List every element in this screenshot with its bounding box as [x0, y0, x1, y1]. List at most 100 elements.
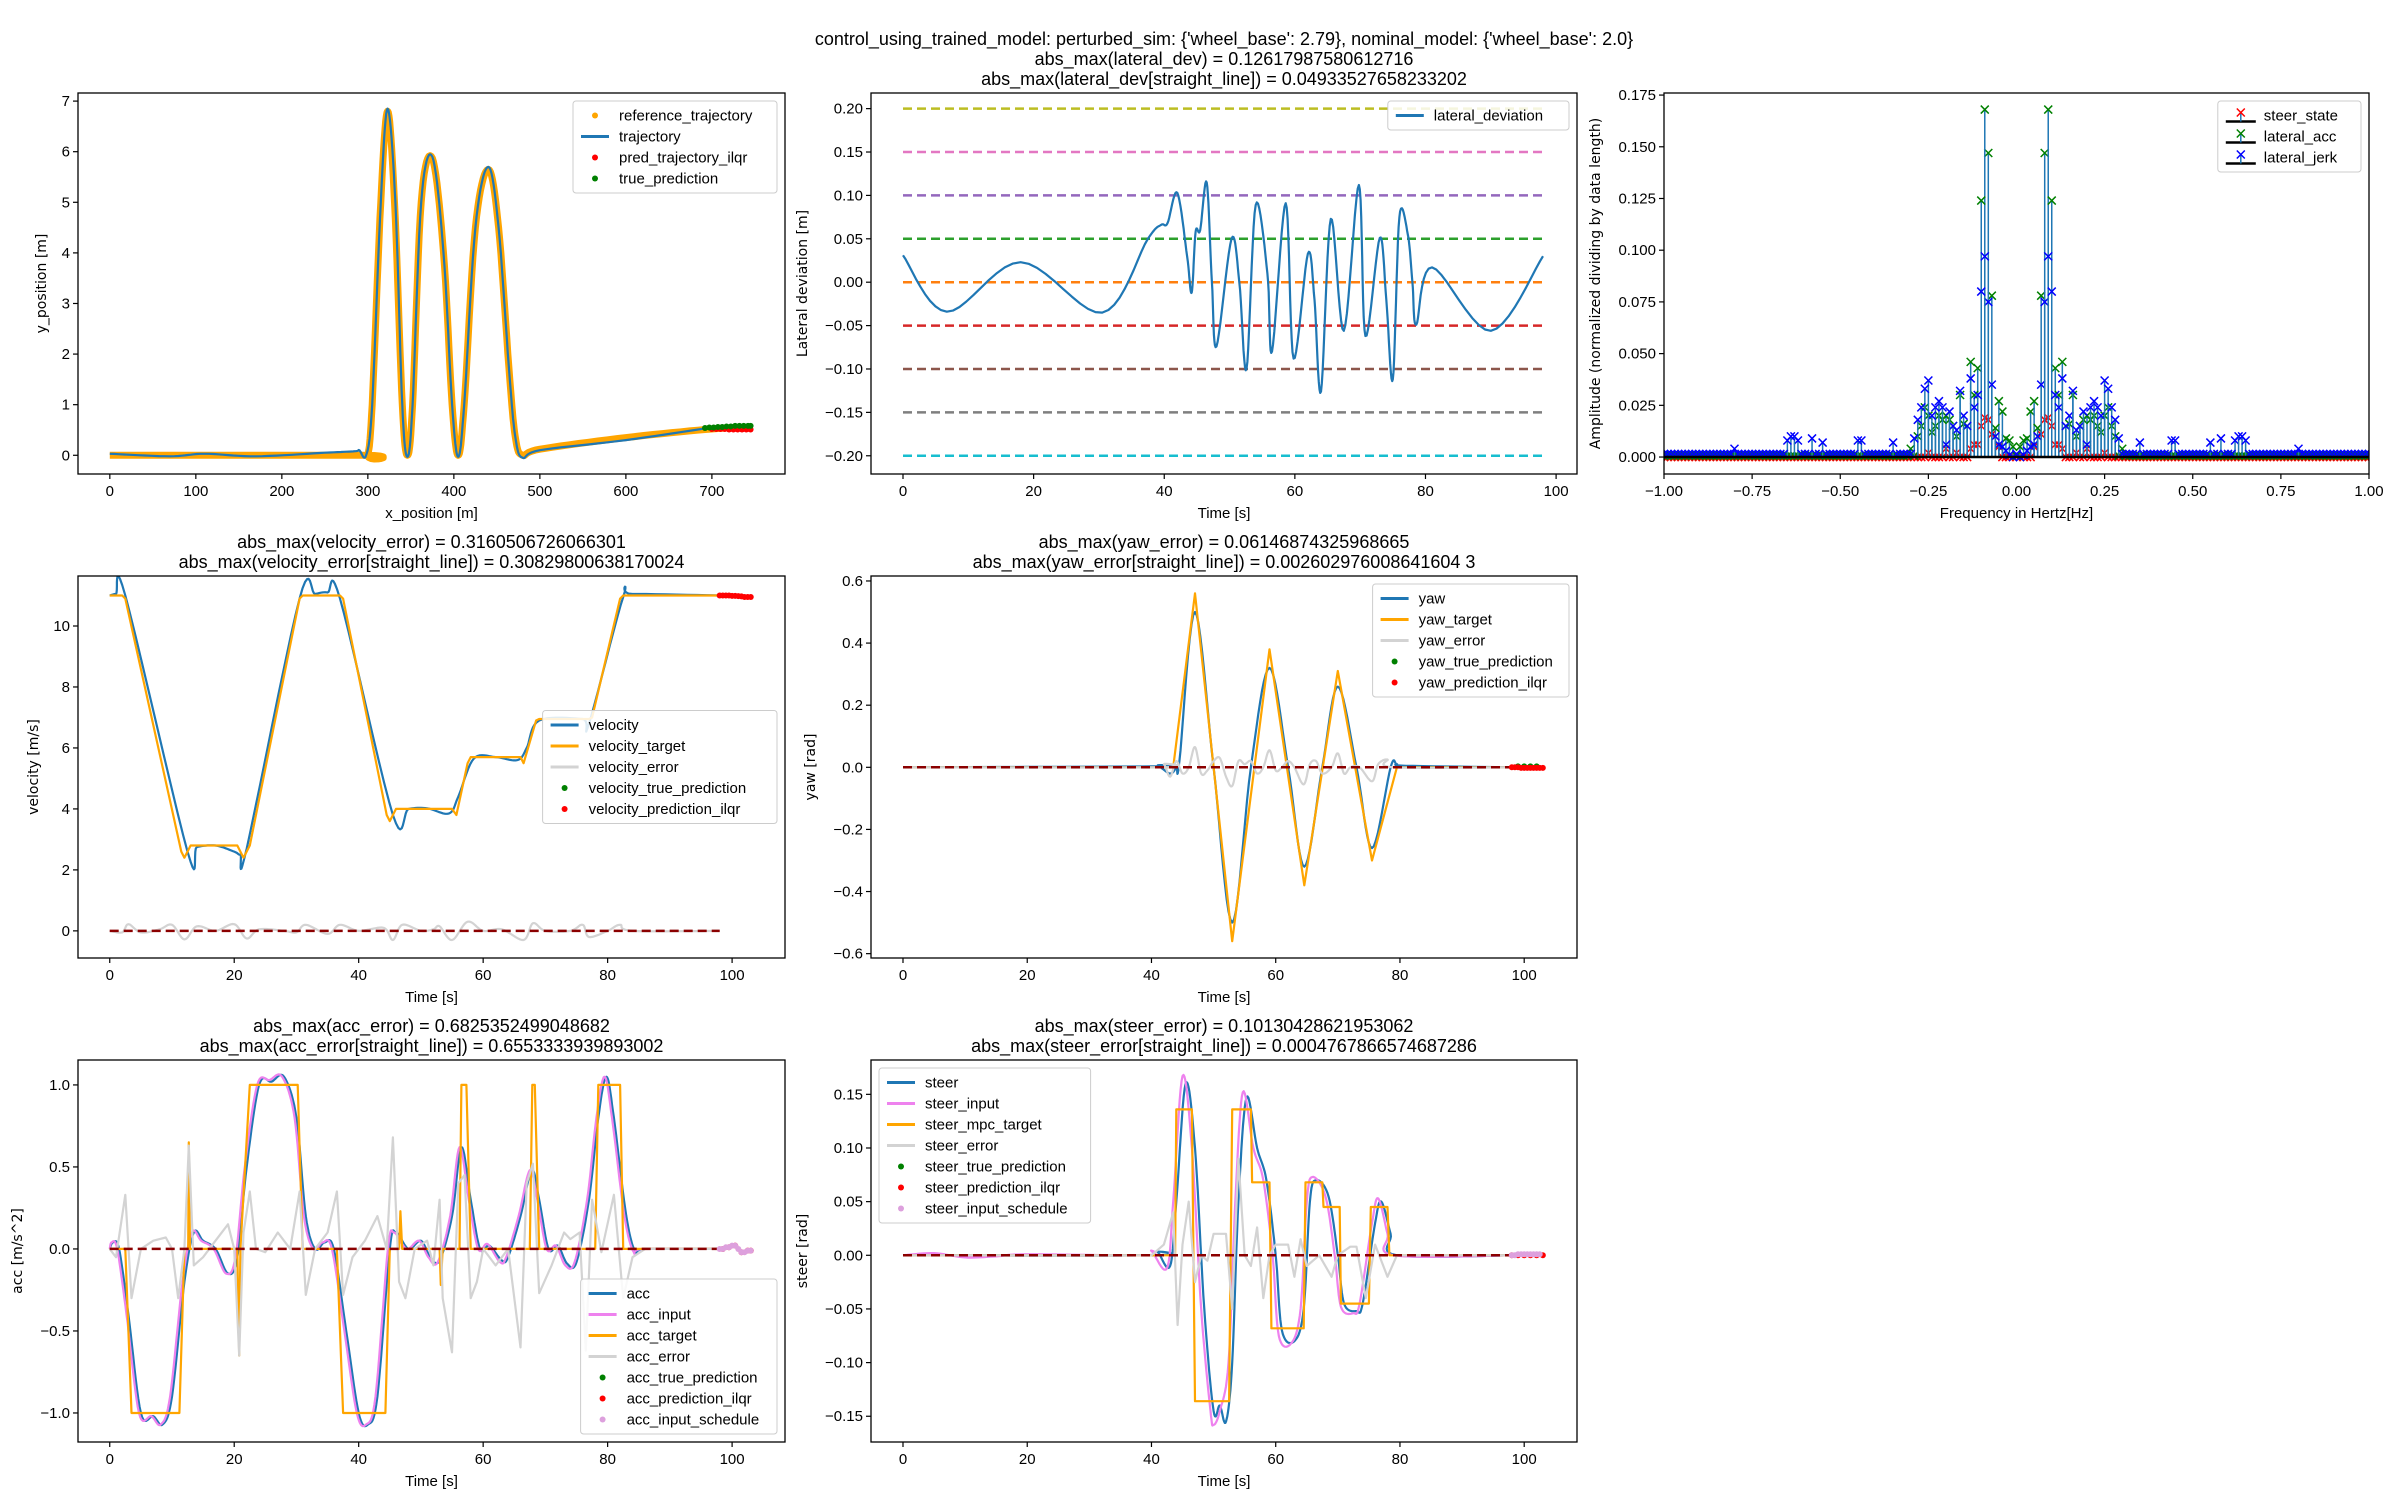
marker-lateral-jerk — [1941, 440, 1951, 450]
marker-lateral-jerk — [1729, 444, 1740, 454]
y-tick-label: 2 — [62, 346, 70, 363]
y-tick-label: 3 — [62, 295, 70, 312]
series-lateral-deviation — [902, 180, 1544, 394]
legend-box — [572, 100, 778, 194]
x-tick-label: 60 — [1267, 1451, 1284, 1468]
marker-lateral-acc — [2040, 148, 2050, 158]
subplot-title: abs_max(yaw_error[straight_line]) = 0.00… — [973, 552, 1476, 573]
legend-label: steer_input_schedule — [925, 1201, 1068, 1218]
series-trajectory — [109, 107, 713, 460]
legend-label: acc_target — [627, 1328, 698, 1345]
point-yaw-prediction-ilqr — [1539, 764, 1546, 771]
x-axis-label: Time [s] — [1198, 1473, 1251, 1490]
marker-lateral-acc — [1997, 407, 2007, 417]
legend-marker-steer-input-schedule — [898, 1205, 904, 1212]
legend-label: trajectory — [619, 129, 681, 146]
x-tick-label: 0 — [106, 1451, 114, 1468]
marker-lateral-jerk — [2093, 402, 2103, 412]
x-tick-label: 0 — [899, 483, 907, 500]
y-tick-label: 0.125 — [1618, 190, 1656, 207]
marker-lateral-jerk — [1888, 438, 1898, 448]
y-tick-label: 0.15 — [834, 144, 863, 161]
marker-lateral-jerk — [2205, 438, 2215, 448]
point-true-prediction — [740, 422, 747, 429]
subplot-title: abs_max(velocity_error[straight_line]) =… — [179, 552, 685, 573]
legend-label: velocity_target — [589, 738, 687, 755]
legend-label: steer_mpc_target — [925, 1117, 1043, 1134]
x-tick-label: 0.50 — [2178, 483, 2207, 500]
x-tick-label: 20 — [1025, 483, 1042, 500]
y-axis-label: y_position [m] — [34, 234, 50, 334]
point-true-prediction — [736, 422, 743, 429]
x-axis-label: Time [s] — [405, 989, 458, 1006]
x-tick-label: 20 — [226, 1451, 243, 1468]
legend-label: steer_state — [2264, 108, 2338, 125]
y-axis-label: Lateral deviation [m] — [795, 210, 811, 357]
y-tick-label: 4 — [62, 801, 70, 818]
x-tick-label: 700 — [699, 483, 724, 500]
x-tick-label: 100 — [1544, 483, 1569, 500]
marker-lateral-jerk — [2096, 411, 2106, 421]
legend-box — [542, 710, 778, 824]
y-tick-label: 0.05 — [834, 1194, 863, 1211]
x-tick-label: 0.25 — [2090, 483, 2119, 500]
legend-label: steer_prediction_ilqr — [925, 1180, 1060, 1197]
series-steer — [903, 1081, 1512, 1425]
x-tick-label: 500 — [527, 483, 552, 500]
legend-marker-acc-true-prediction — [599, 1374, 606, 1381]
y-tick-label: 0.6 — [842, 573, 863, 590]
point-true-prediction — [732, 422, 739, 429]
x-tick-label: 60 — [475, 1451, 492, 1468]
marker-lateral-jerk — [2068, 386, 2078, 396]
marker-lateral-jerk — [2167, 435, 2177, 446]
marker-lateral-acc — [1980, 105, 1990, 115]
marker-lateral-jerk — [1853, 435, 1863, 446]
marker-lateral-jerk — [2040, 297, 2050, 307]
x-axis-label: Time [s] — [1198, 989, 1251, 1006]
marker-lateral-jerk — [2107, 402, 2117, 412]
legend: steer_state lateral_acc lateral_jerk — [2217, 100, 2362, 173]
subplot-title: abs_max(velocity_error) = 0.316050672606… — [237, 532, 626, 553]
marker-lateral-jerk — [1962, 421, 1972, 431]
marker-lateral-jerk — [1913, 415, 1923, 425]
point-true-prediction — [714, 423, 721, 430]
legend-marker-lateral-acc — [2236, 128, 2246, 139]
marker-lateral-jerk — [1983, 297, 1993, 307]
y-axis-label: steer [rad] — [795, 1214, 811, 1288]
legend-label: reference_trajectory — [619, 108, 753, 125]
legend-label: velocity_true_prediction — [589, 780, 747, 797]
axes-frame — [77, 575, 786, 959]
x-tick-label: 80 — [599, 1451, 616, 1468]
subplot-2: −1.00 −0.75 −0.50 −0.25 0.00 0.25 0.50 0.75 1.00… — [1588, 87, 2384, 522]
marker-lateral-jerk — [1980, 251, 1990, 261]
x-tick-label: 20 — [1019, 1451, 1036, 1468]
legend-label: yaw_true_prediction — [1419, 654, 1553, 671]
y-tick-label: 0.025 — [1618, 397, 1656, 414]
x-tick-label: 100 — [720, 1451, 745, 1468]
point-acc-input-schedule — [747, 1247, 754, 1254]
marker-lateral-acc — [1966, 357, 1976, 367]
x-tick-label: 40 — [350, 1451, 367, 1468]
x-tick-label: 0 — [106, 967, 114, 984]
legend-label: yaw_target — [1419, 612, 1493, 629]
x-tick-label: 60 — [1267, 967, 1284, 984]
subplot-5: 0 20 40 60 80 100 −1.0 −0.5 0.0 0.5 1.0 Time [s] acc… — [10, 1016, 786, 1490]
legend-label: true_prediction — [619, 171, 718, 188]
x-tick-label: 80 — [1392, 1451, 1409, 1468]
marker-lateral-acc — [1976, 196, 1986, 206]
marker-lateral-jerk — [1927, 411, 1937, 421]
subplot-title: abs_max(yaw_error) = 0.06146874325968665 — [1039, 532, 1410, 553]
legend-marker-yaw-true-prediction — [1391, 658, 1398, 665]
marker-lateral-jerk — [1856, 435, 1866, 446]
subplot-title: control_using_trained_model: perturbed_s… — [815, 29, 1633, 50]
marker-lateral-jerk — [2103, 384, 2113, 394]
x-axis-label: Time [s] — [405, 1473, 458, 1490]
axes-frame — [870, 1059, 1578, 1443]
marker-lateral-jerk — [1959, 411, 1969, 421]
x-tick-label: 40 — [350, 967, 367, 984]
subplot-1: 0 20 40 60 80 100 −0.20 −0.15 −0.10 −0.05 0.00 0.05… — [795, 29, 1633, 522]
x-tick-label: 80 — [599, 967, 616, 984]
marker-lateral-jerk — [1789, 431, 1799, 441]
y-tick-label: 0.100 — [1618, 242, 1656, 259]
marker-lateral-acc — [2043, 105, 2053, 115]
